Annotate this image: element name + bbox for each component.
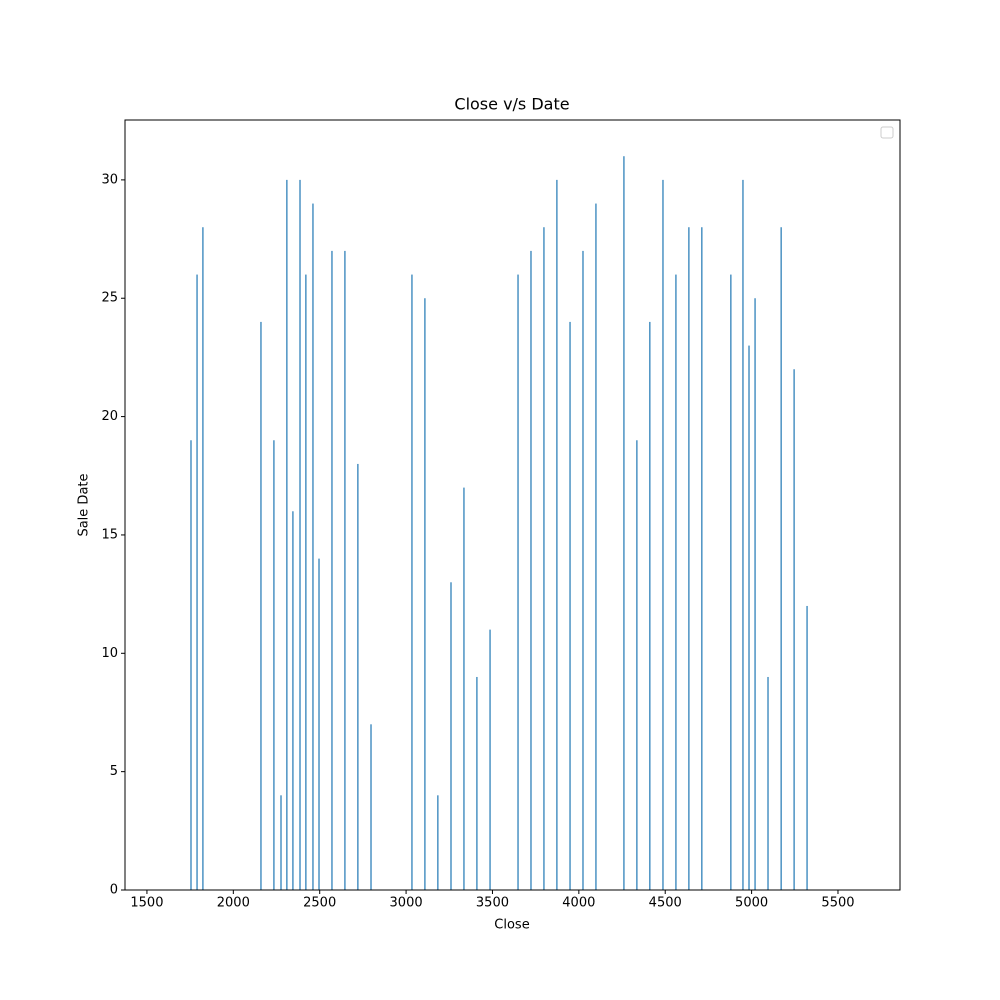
bar — [260, 321, 262, 890]
bar — [767, 676, 769, 890]
bar — [582, 250, 584, 890]
bar — [530, 250, 532, 890]
bar — [411, 274, 413, 890]
y-axis-label: Sale Date — [77, 473, 92, 536]
chart-title: Close v/s Date — [454, 95, 569, 114]
x-tick-label: 1500 — [130, 896, 163, 911]
y-tick-label: 20 — [101, 409, 118, 424]
bar — [196, 274, 198, 890]
y-tick-label: 15 — [101, 527, 118, 542]
x-tick-label: 5500 — [821, 896, 854, 911]
plot-area: 1500 2000 2500 3000 3500 4000 4500 5000 5500 0 5 10… — [101, 156, 855, 911]
bar — [688, 227, 690, 890]
bar — [754, 298, 756, 891]
bar — [476, 676, 478, 890]
bar — [569, 321, 571, 890]
axes-frame — [124, 119, 901, 891]
bar — [748, 345, 750, 890]
bar — [286, 179, 288, 891]
bar — [675, 274, 677, 890]
x-tick-label: 2000 — [217, 896, 250, 911]
x-tick-label: 3500 — [476, 896, 509, 911]
bar — [312, 203, 314, 891]
bar — [517, 274, 519, 890]
bar — [623, 156, 625, 890]
bar — [280, 795, 282, 890]
bar — [299, 179, 301, 891]
bar — [730, 274, 732, 890]
bar — [649, 321, 651, 890]
bar — [273, 440, 275, 890]
bar — [489, 629, 491, 890]
bar — [662, 179, 664, 891]
bar — [190, 440, 192, 890]
bar — [793, 369, 795, 891]
x-axis-label: Close — [494, 918, 529, 933]
y-tick-label: 25 — [101, 291, 118, 306]
y-tick-label: 0 — [110, 883, 118, 898]
y-tick-label: 5 — [110, 764, 118, 779]
bar — [202, 227, 204, 890]
legend-box — [880, 126, 894, 139]
bar — [556, 179, 558, 891]
y-tick-label: 10 — [101, 646, 118, 661]
bar — [331, 250, 333, 890]
bar — [701, 227, 703, 890]
bar — [344, 250, 346, 890]
bar — [450, 582, 452, 890]
bar — [595, 203, 597, 891]
y-tick-label: 30 — [101, 172, 118, 187]
bar — [437, 795, 439, 890]
bar — [292, 511, 294, 890]
bar — [357, 463, 359, 890]
bar — [636, 440, 638, 890]
bar — [742, 179, 744, 891]
bar — [780, 227, 782, 890]
x-tick-label: 4500 — [649, 896, 682, 911]
bar — [463, 487, 465, 890]
bar — [543, 227, 545, 890]
bar — [305, 274, 307, 890]
bar — [806, 605, 808, 890]
bar — [424, 298, 426, 891]
bar — [370, 724, 372, 890]
x-tick-label: 5000 — [735, 896, 768, 911]
x-tick-label: 3000 — [390, 896, 423, 911]
x-tick-label: 2500 — [303, 896, 336, 911]
x-tick-label: 4000 — [562, 896, 595, 911]
bar — [318, 558, 320, 890]
